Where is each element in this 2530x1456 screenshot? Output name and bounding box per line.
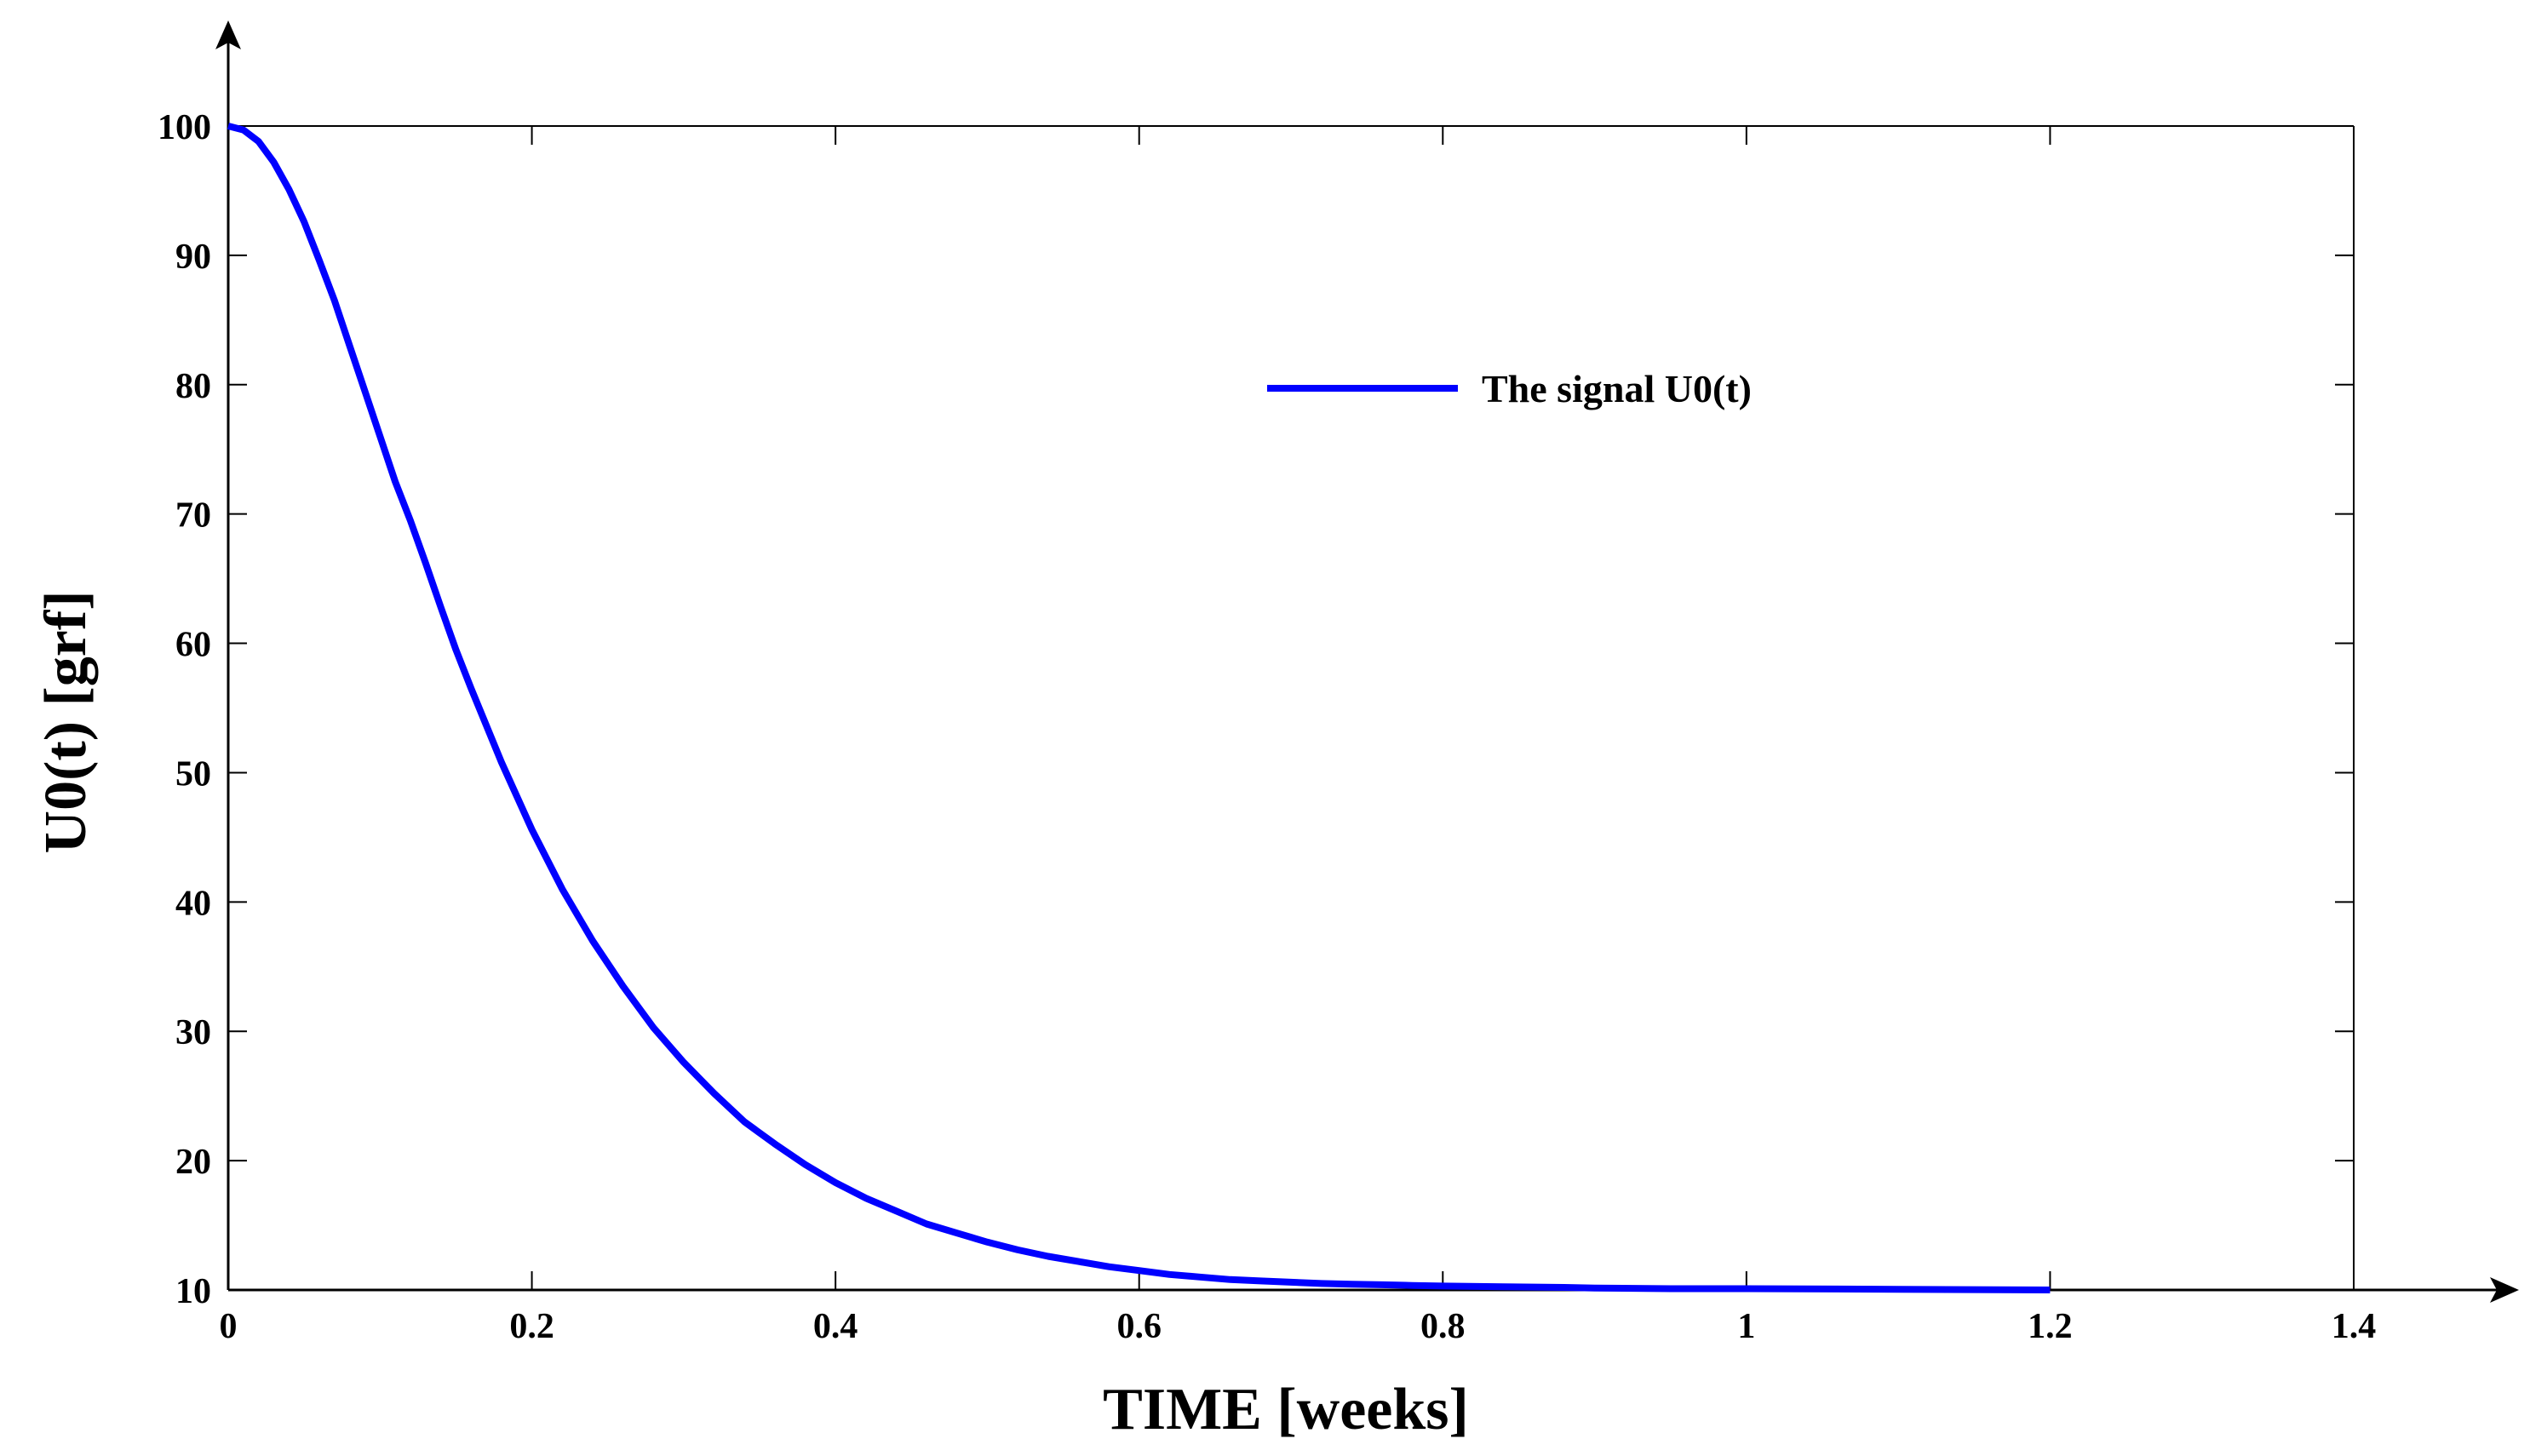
x-tick-label: 1.2 [2028, 1307, 2073, 1346]
series-line [227, 123, 2051, 1293]
series-layer [227, 123, 2051, 1293]
legend-label: The signal U0(t) [1482, 367, 1752, 410]
x-tick-label: 0 [220, 1307, 238, 1346]
x-tick-label: 0.6 [1116, 1307, 1162, 1346]
x-axis-title: TIME [weeks] [1103, 1377, 1469, 1442]
x-tick-label: 1.4 [2332, 1307, 2377, 1346]
y-axis-title: U0(t) [grf] [33, 591, 99, 854]
y-tick-label: 30 [175, 1013, 211, 1052]
y-tick-label: 100 [158, 108, 211, 147]
y-tick-label: 50 [175, 754, 211, 794]
y-tick-label: 20 [175, 1143, 211, 1182]
x-tick-label: 0.2 [509, 1307, 554, 1346]
axes [215, 20, 2519, 1303]
y-tick-label: 40 [175, 884, 211, 923]
y-tick-label: 60 [175, 626, 211, 665]
x-axis-arrow [2490, 1277, 2519, 1303]
y-tick-label: 10 [175, 1272, 211, 1311]
y-tick-label: 70 [175, 496, 211, 536]
x-tick-label: 1 [1737, 1307, 1755, 1346]
y-axis-arrow [215, 20, 241, 49]
x-tick-label: 0.4 [813, 1307, 858, 1346]
ticks: 0 0.2 0.4 0.6 0.8 1 1.2 1.4 10 20 30 40 50 60 70 80 90 10… [158, 108, 2376, 1346]
y-tick-label: 90 [175, 238, 211, 277]
legend: The signal U0(t) [1267, 367, 1752, 410]
x-tick-label: 0.8 [1420, 1307, 1466, 1346]
y-tick-label: 80 [175, 367, 211, 406]
